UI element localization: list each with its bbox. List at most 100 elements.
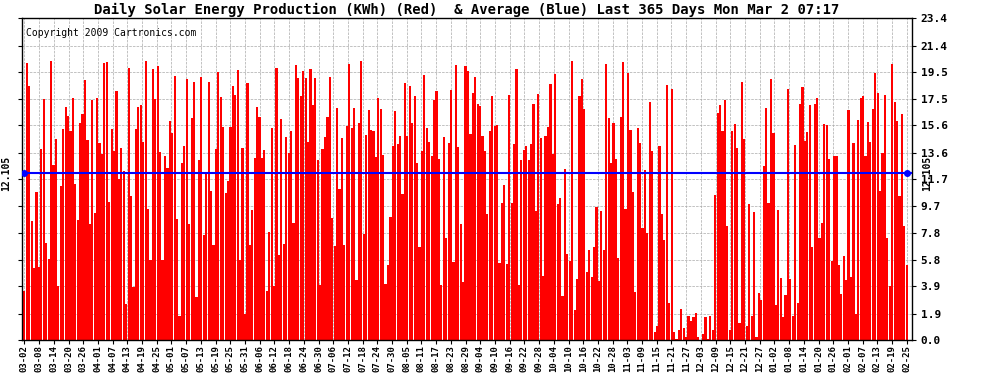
Bar (89, 224, 91, 340)
Bar (707, 339, 709, 340)
Bar (523, 150, 525, 340)
Bar (341, 138, 344, 340)
Bar (188, 224, 190, 340)
Bar (91, 100, 93, 340)
Bar (632, 192, 634, 340)
Bar (591, 277, 593, 340)
Bar (797, 303, 799, 340)
Bar (622, 62, 625, 340)
Bar (384, 285, 387, 340)
Bar (357, 123, 360, 340)
Bar (94, 213, 96, 340)
Bar (438, 159, 440, 340)
Bar (443, 138, 445, 340)
Bar (76, 220, 79, 340)
Bar (195, 297, 198, 340)
Bar (741, 82, 743, 340)
Bar (230, 128, 232, 340)
Bar (377, 98, 379, 340)
Bar (824, 124, 826, 340)
Bar (295, 66, 297, 340)
Bar (617, 258, 620, 340)
Bar (382, 155, 384, 340)
Bar (164, 156, 166, 340)
Bar (635, 292, 637, 340)
Bar (324, 137, 326, 340)
Bar (370, 130, 372, 340)
Bar (727, 226, 729, 340)
Bar (428, 141, 431, 340)
Bar (251, 210, 253, 340)
Bar (901, 114, 903, 340)
Bar (625, 209, 627, 340)
Bar (69, 131, 71, 340)
Bar (792, 316, 794, 340)
Bar (811, 248, 814, 340)
Bar (436, 91, 438, 340)
Bar (84, 80, 86, 340)
Bar (239, 260, 242, 340)
Bar (646, 233, 648, 340)
Bar (842, 256, 844, 340)
Bar (828, 159, 831, 340)
Bar (816, 98, 818, 340)
Bar (833, 156, 836, 340)
Bar (205, 174, 207, 340)
Bar (782, 318, 784, 340)
Bar (173, 76, 176, 340)
Bar (630, 130, 632, 340)
Bar (511, 203, 513, 340)
Bar (600, 211, 602, 340)
Bar (213, 245, 215, 340)
Bar (838, 266, 840, 340)
Bar (459, 224, 461, 340)
Bar (62, 129, 64, 340)
Bar (879, 191, 881, 340)
Bar (799, 104, 801, 340)
Bar (849, 277, 852, 340)
Bar (644, 170, 646, 340)
Bar (736, 148, 739, 340)
Bar (734, 124, 736, 340)
Bar (193, 82, 195, 340)
Bar (314, 78, 317, 340)
Bar (143, 142, 145, 340)
Bar (513, 144, 515, 340)
Bar (305, 78, 307, 340)
Bar (665, 85, 668, 340)
Bar (171, 133, 173, 340)
Bar (261, 158, 263, 340)
Bar (181, 163, 183, 340)
Bar (339, 189, 341, 340)
Bar (481, 136, 484, 340)
Bar (200, 77, 202, 340)
Bar (608, 118, 610, 340)
Bar (297, 78, 299, 340)
Bar (317, 160, 319, 340)
Bar (615, 159, 617, 340)
Bar (690, 321, 692, 340)
Bar (186, 78, 188, 340)
Bar (81, 114, 84, 340)
Bar (263, 150, 265, 340)
Bar (576, 279, 578, 340)
Bar (876, 93, 879, 340)
Bar (441, 285, 443, 340)
Bar (387, 266, 389, 340)
Bar (884, 95, 886, 340)
Bar (668, 303, 670, 340)
Bar (106, 62, 108, 340)
Bar (474, 77, 476, 340)
Bar (906, 265, 908, 340)
Bar (518, 285, 520, 340)
Bar (874, 73, 876, 340)
Bar (98, 143, 101, 340)
Bar (431, 156, 433, 340)
Bar (130, 196, 132, 340)
Bar (414, 96, 416, 340)
Bar (503, 184, 506, 340)
Bar (290, 131, 292, 340)
Bar (620, 117, 622, 340)
Bar (416, 164, 418, 340)
Bar (26, 63, 28, 340)
